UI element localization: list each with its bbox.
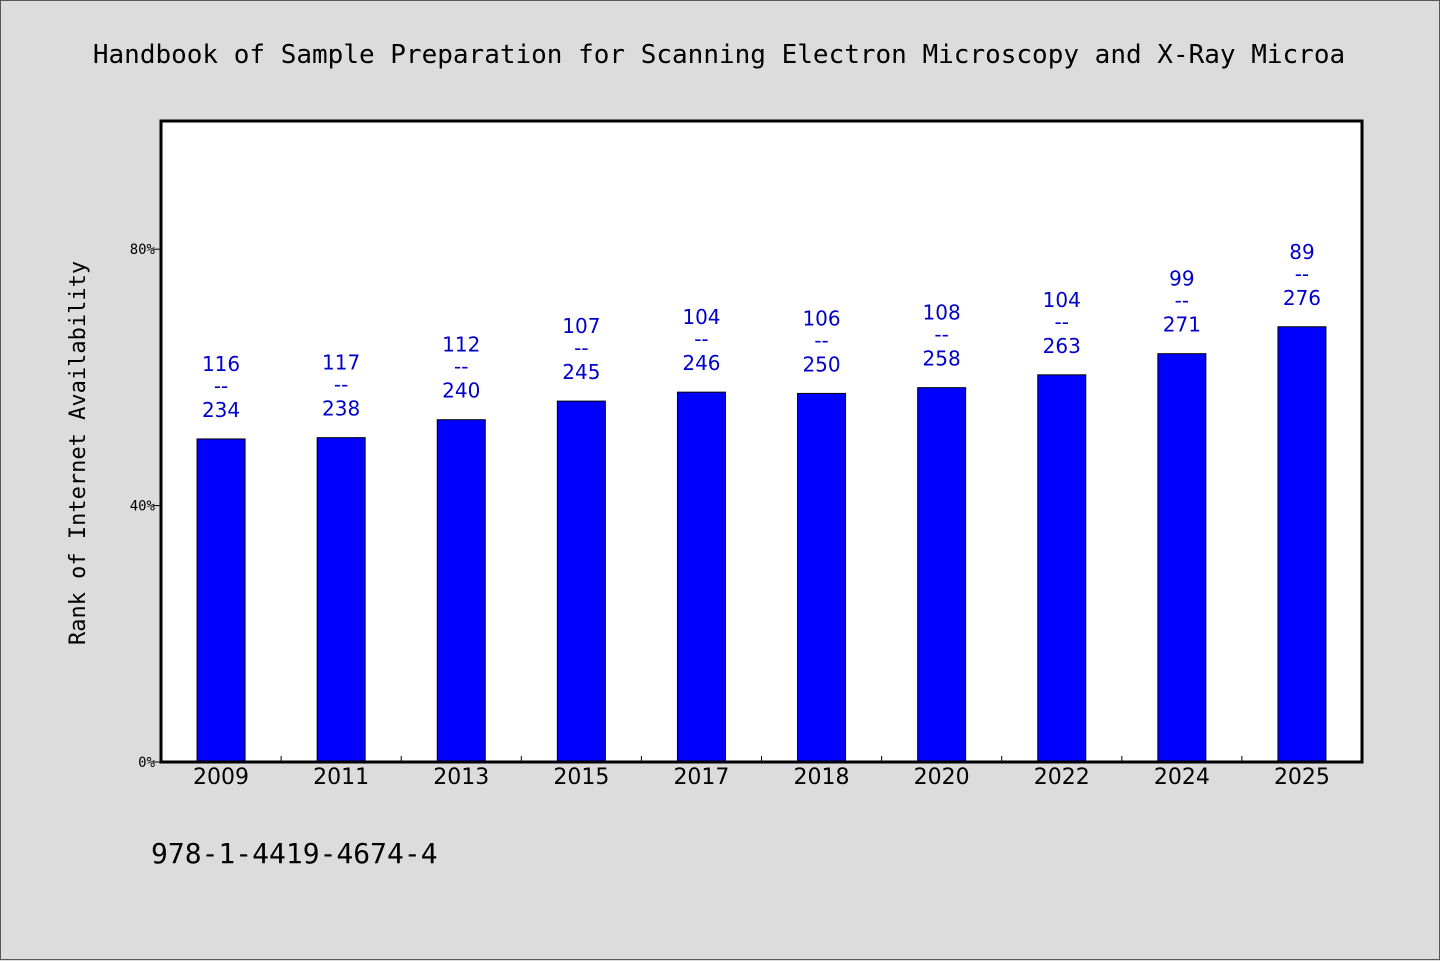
data-label-rank-2018: 106	[802, 306, 840, 330]
data-label-rank-2022: 104	[1043, 288, 1081, 312]
y-tick-label-2: 80%	[130, 242, 156, 258]
data-label-total-2025: 276	[1283, 286, 1321, 310]
data-label-total-2011: 238	[322, 397, 360, 421]
bar-2015	[556, 400, 606, 763]
data-label-total-2013: 240	[442, 379, 480, 403]
y-axis-label: Rank of Internet Availability	[66, 261, 91, 645]
y-axis: 0% 40% 80%	[130, 242, 161, 771]
data-label-separator-2013: --	[454, 355, 468, 379]
bar-2013	[436, 419, 486, 763]
data-label-total-2018: 250	[802, 352, 840, 376]
bar-2017	[676, 391, 726, 763]
data-label-rank-2011: 117	[322, 351, 360, 375]
data-label-rank-2020: 108	[923, 301, 961, 325]
bars-group	[196, 326, 1327, 763]
data-label-separator-2017: --	[694, 327, 708, 351]
x-tick-label-2025: 2025	[1274, 765, 1330, 790]
y-tick-label-0: 0%	[138, 755, 155, 771]
data-label-separator-2024: --	[1175, 289, 1189, 313]
data-label-separator-2015: --	[574, 336, 588, 360]
x-tick-label-2018: 2018	[794, 765, 850, 790]
data-label-total-2015: 245	[562, 360, 600, 384]
x-tick-label-2017: 2017	[673, 765, 729, 790]
y-tick-label-1: 40%	[130, 499, 156, 515]
x-tick-label-2020: 2020	[914, 765, 970, 790]
bar-2009	[196, 438, 246, 763]
data-label-separator-2020: --	[934, 323, 948, 347]
x-axis: 2009 2011 2013 2015 2017 2018 2020 2022 2024 2025	[193, 756, 1330, 790]
x-tick-label-2022: 2022	[1034, 765, 1090, 790]
data-label-total-2009: 234	[202, 398, 240, 422]
data-label-rank-2024: 99	[1169, 267, 1194, 291]
chart-title: Handbook of Sample Preparation for Scann…	[93, 40, 1345, 70]
data-label-total-2024: 271	[1163, 313, 1201, 337]
data-label-separator-2022: --	[1055, 310, 1069, 334]
data-label-rank-2015: 107	[562, 314, 600, 338]
x-tick-label-2011: 2011	[313, 765, 369, 790]
bar-2020	[917, 387, 967, 763]
x-tick-label-2015: 2015	[553, 765, 609, 790]
bar-2024	[1157, 353, 1207, 763]
data-label-separator-2025: --	[1295, 262, 1309, 286]
data-labels-group: 116--234117--238112--240107--245104--246…	[202, 240, 1321, 422]
data-label-separator-2011: --	[334, 373, 348, 397]
data-label-total-2020: 258	[923, 347, 961, 371]
bar-2011	[316, 437, 366, 763]
x-tick-label-2013: 2013	[433, 765, 489, 790]
data-label-rank-2025: 89	[1289, 240, 1314, 264]
x-tick-label-2024: 2024	[1154, 765, 1210, 790]
isbn-text: 978-1-4419-4674-4	[151, 837, 438, 870]
data-label-rank-2017: 104	[682, 305, 720, 329]
data-label-rank-2013: 112	[442, 333, 480, 357]
data-label-total-2022: 263	[1043, 334, 1081, 358]
data-label-total-2017: 246	[682, 351, 720, 375]
data-label-separator-2018: --	[814, 328, 828, 352]
bar-2022	[1037, 374, 1087, 763]
data-label-separator-2009: --	[214, 374, 228, 398]
bar-2025	[1277, 326, 1327, 763]
bar-2018	[797, 392, 847, 763]
x-tick-label-2009: 2009	[193, 765, 249, 790]
data-label-rank-2009: 116	[202, 352, 240, 376]
